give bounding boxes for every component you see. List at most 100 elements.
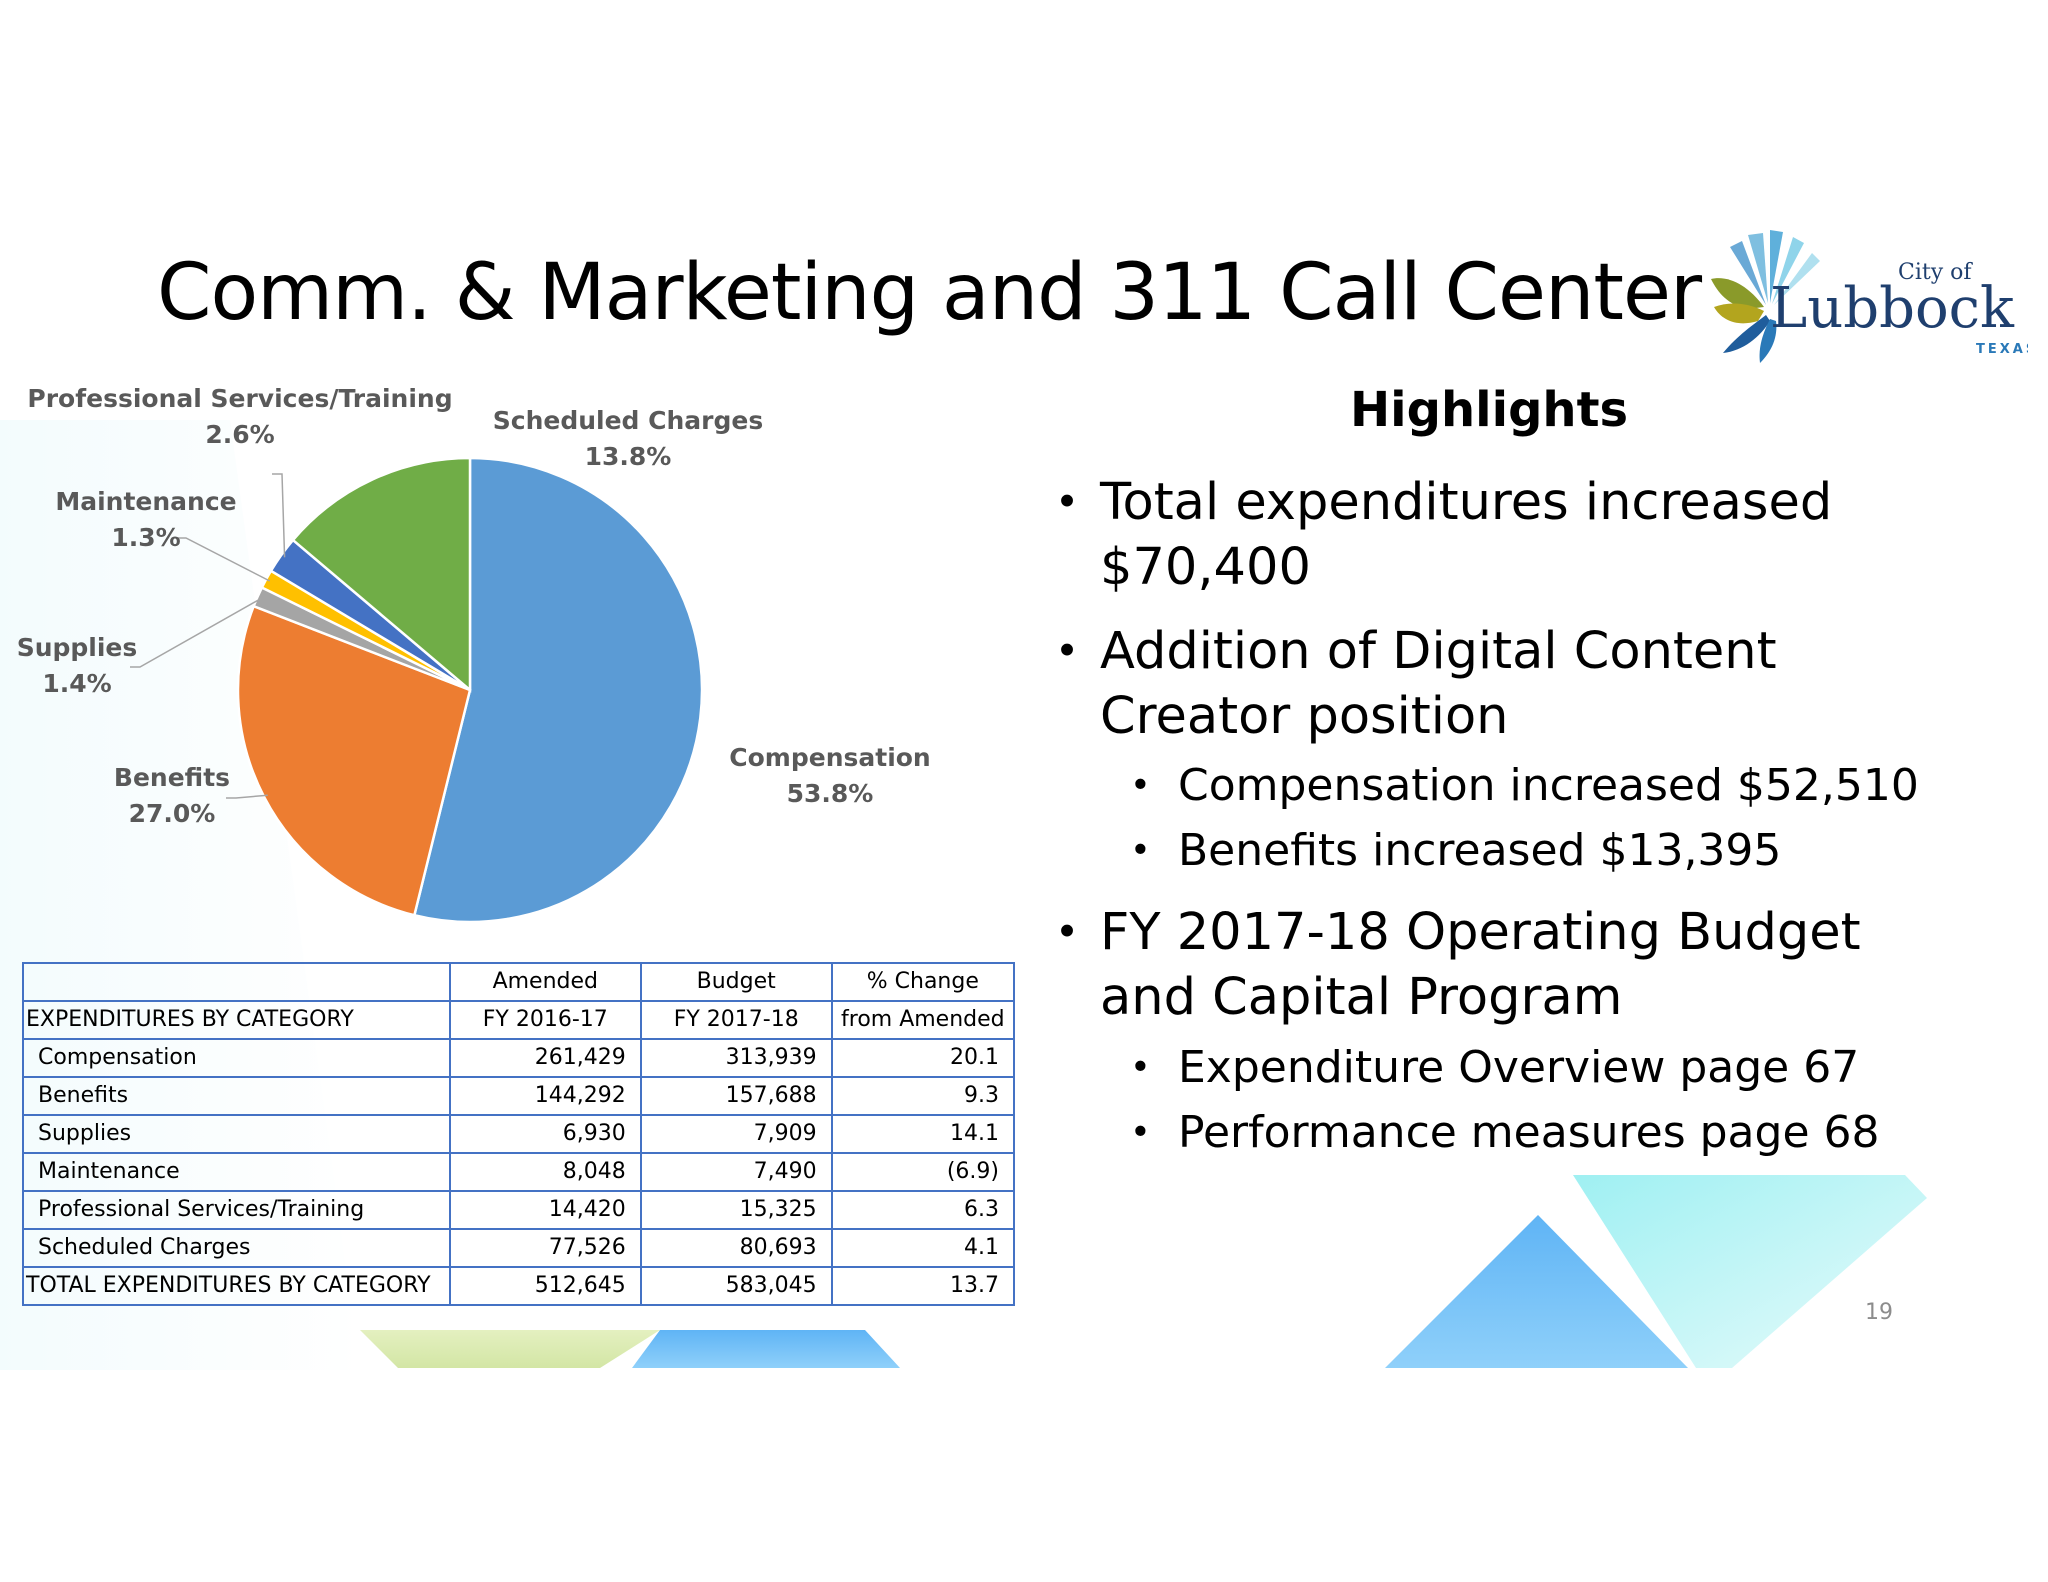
table-header-cell: EXPENDITURES BY CATEGORY [22,1000,451,1040]
table-cell-category: Compensation [22,1038,451,1078]
pie-labels: Compensation 53.8% Benefits 27.0% Supplies 1.… [17,384,931,828]
table-cell-amended: 14,420 [448,1190,642,1230]
bullet-text-line: $70,400 [1100,538,1311,597]
bullet-dot [1130,823,1151,879]
bullet-text-line: FY 2017-18 Operating Budget [1100,903,1861,962]
label-benefits-value: 27.0% [129,799,216,828]
table-cell-change: 13.7 [830,1266,1016,1306]
bullet-dot [1055,470,1079,535]
bullet-operating-budget: FY 2017-18 Operating Budget and Capital … [1055,900,1861,1030]
bullet-total-expenditures: Total expenditures increased $70,400 [1055,470,1832,600]
bullet-text-line: Compensation increased $52,510 [1178,760,1919,811]
table-row: Maintenance 8,048 7,490 (6.9) [22,1152,1016,1192]
bullet-text-line: Creator position [1100,687,1509,746]
bullet-text-line: Addition of Digital Content [1100,622,1777,681]
table-header-cell: Budget [639,962,833,1002]
logo-emblem [1711,230,1820,363]
sub-bullet-expenditure-overview: Expenditure Overview page 67 [1130,1040,1859,1096]
table-cell-amended: 6,930 [448,1114,642,1154]
label-professional-services-leader-line [272,473,286,558]
label-professional-services-value: 2.6% [205,420,274,449]
slice-compensation [412,456,704,924]
table-header-cell: FY 2016-17 [448,1000,642,1040]
bullet-text-line: Benefits increased $13,395 [1178,825,1782,876]
expenditure-table: Amended Budget % Change EXPENDITURES BY … [22,962,1016,1306]
table-cell-budget: 157,688 [639,1076,833,1116]
table-cell-change: 6.3 [830,1190,1016,1230]
label-professional-services-name: Professional Services/Training [27,384,452,413]
bullet-text-line: Expenditure Overview page 67 [1178,1042,1860,1093]
table-cell-budget: 313,939 [639,1038,833,1078]
logo-lubbock: Lubbock [1770,276,2015,341]
table-header-row-2: EXPENDITURES BY CATEGORY FY 2016-17 FY 2… [22,1000,1016,1040]
table-cell-change: 20.1 [830,1038,1016,1078]
table-cell-category: Supplies [22,1114,451,1154]
label-supplies-name: Supplies [17,633,138,662]
label-compensation-name: Compensation [729,743,930,772]
table-cell-category: TOTAL EXPENDITURES BY CATEGORY [22,1266,451,1306]
table-header-cell: FY 2017-18 [639,1000,833,1040]
bullet-dot [1130,1040,1151,1096]
table-cell-category: Maintenance [22,1152,451,1192]
slice-scheduled-charges [291,456,472,693]
table-row: Scheduled Charges 77,526 80,693 4.1 [22,1228,1016,1268]
table-cell-budget: 583,045 [639,1266,833,1306]
table-cell-change: (6.9) [830,1152,1016,1192]
table-cell-amended: 77,526 [448,1228,642,1268]
decor-green-trapezoid [360,1330,660,1368]
table-header-cell: from Amended [830,1000,1016,1040]
logo-city-of: City of [1898,260,1973,285]
label-maintenance-leader-line [176,537,271,582]
table-row: Compensation 261,429 313,939 20.1 [22,1038,1016,1078]
sub-bullet-benefits: Benefits increased $13,395 [1130,823,1781,879]
label-compensation-value: 53.8% [787,779,874,808]
label-benefits-name: Benefits [114,763,230,792]
table-header-row-1: Amended Budget % Change [22,962,1016,1002]
decor-blue-triangle [1385,1215,1688,1368]
table-cell-change: 14.1 [830,1114,1016,1154]
bullet-text-line: and Capital Program [1100,968,1623,1027]
table-cell-amended: 512,645 [448,1266,642,1306]
label-maintenance-name: Maintenance [55,487,236,516]
label-supplies-value: 1.4% [42,669,111,698]
table-total-row: TOTAL EXPENDITURES BY CATEGORY 512,645 5… [22,1266,1016,1306]
bullet-text-line: Performance measures page 68 [1178,1107,1880,1158]
table-cell-amended: 261,429 [448,1038,642,1078]
label-maintenance-value: 1.3% [111,523,180,552]
table-row: Benefits 144,292 157,688 9.3 [22,1076,1016,1116]
table-header-cell: % Change [830,962,1016,1002]
highlights-title: Highlights [1350,382,1629,438]
label-supplies-leader-line [130,597,262,668]
sub-bullet-compensation: Compensation increased $52,510 [1130,758,1919,814]
label-benefits-leader-line [226,794,268,799]
table-row: Supplies 6,930 7,909 14.1 [22,1114,1016,1154]
slice-benefits [236,604,472,917]
decor-blue-trapezoid [632,1330,900,1368]
table-header-cell: Amended [448,962,642,1002]
table-cell-budget: 15,325 [639,1190,833,1230]
table-cell-budget: 7,909 [639,1114,833,1154]
page-number: 19 [1865,1300,1893,1325]
bullet-text-line: Total expenditures increased [1100,473,1833,532]
table-row: Professional Services/Training 14,420 15… [22,1190,1016,1230]
table-cell-category: Benefits [22,1076,451,1116]
bullet-digital-content: Addition of Digital Content Creator posi… [1055,619,1777,749]
table-cell-budget: 80,693 [639,1228,833,1268]
bullet-dot [1055,619,1079,684]
label-scheduled-charges-name: Scheduled Charges [493,406,763,435]
logo-texas: TEXAS [1976,342,2028,357]
slide-title: Comm. & Marketing and 311 Call Center [157,248,1702,338]
table-cell-change: 9.3 [830,1076,1016,1116]
table-cell-category: Professional Services/Training [22,1190,451,1230]
table-cell-category: Scheduled Charges [22,1228,451,1268]
expenditure-pie-chart: Compensation 53.8% Benefits 27.0% Supplies 1.… [17,384,931,924]
table-cell-amended: 144,292 [448,1076,642,1116]
bullet-dot [1055,900,1079,965]
bullet-dot [1130,758,1151,814]
table-header-cell [22,962,451,1002]
label-scheduled-charges-value: 13.8% [585,442,672,471]
table-cell-amended: 8,048 [448,1152,642,1192]
table-cell-budget: 7,490 [639,1152,833,1192]
table-cell-change: 4.1 [830,1228,1016,1268]
